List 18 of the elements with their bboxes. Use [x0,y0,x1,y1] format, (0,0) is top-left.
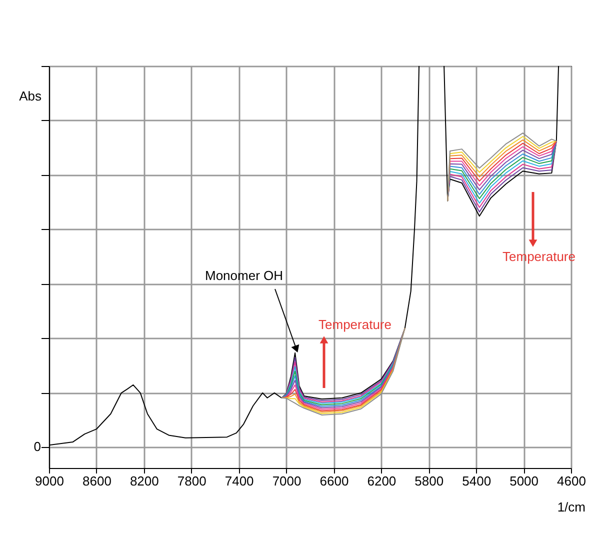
x-tick-label: 8600 [82,474,112,488]
x-tick-label: 7800 [177,474,206,488]
x-tick-label: 6200 [367,474,396,488]
x-tick-label: 5400 [462,474,492,488]
x-tick-label: 7400 [224,474,254,488]
annotation: Temperature [502,249,576,264]
x-tick-label: 5800 [414,474,444,488]
annotation: Temperature [318,317,392,332]
x-tick-label: 4600 [557,474,586,488]
x-axis-title: 1/cm [557,500,586,514]
x-tick-label: 9000 [35,474,64,488]
x-tick-label: 6600 [320,474,349,488]
x-tick-label: 7000 [272,474,302,488]
y-axis-title: Abs [19,88,42,104]
x-tick-label: 8200 [130,474,159,488]
annotation: Monomer OH [204,268,284,283]
text: 0 [34,439,41,454]
x-tick-label: 5000 [510,474,539,488]
